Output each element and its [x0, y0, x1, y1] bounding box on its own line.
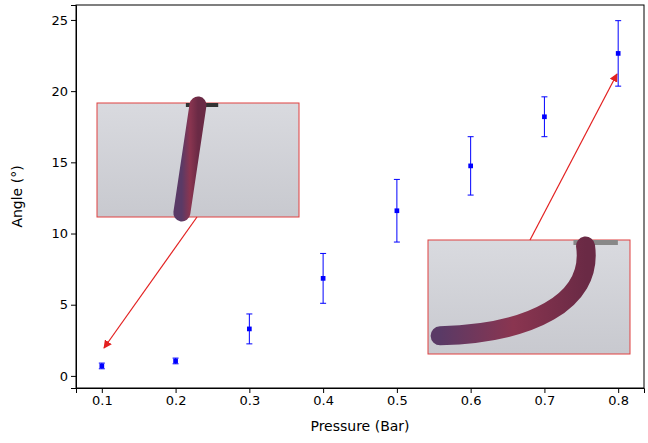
- x-tick-label: 0.6: [461, 393, 482, 408]
- x-tick: 0.2: [166, 388, 187, 408]
- y-axis-line: [71, 6, 77, 389]
- error-bar-cap: [541, 96, 547, 97]
- x-axis: 0.1 0.2 0.3 0.4 0.5 0.6 0.7 0.8: [77, 388, 645, 408]
- point: [395, 208, 400, 213]
- y-tick-mark: [71, 305, 76, 306]
- error-bar: [99, 363, 105, 369]
- y-tick: 0: [60, 369, 76, 384]
- point: [542, 114, 547, 119]
- data-marks: [99, 21, 621, 369]
- x-axis-line: [77, 389, 645, 394]
- error-bar-cap: [394, 242, 400, 243]
- x-tick-label: 0.1: [92, 393, 113, 408]
- point: [173, 359, 178, 364]
- plot: 0.1 0.2 0.3 0.4 0.5 0.6 0.7 0.8 0 5 10 15 20 25: [51, 5, 644, 408]
- inset-low-pressure: [97, 103, 299, 217]
- error-bar-cap: [246, 343, 252, 344]
- error-bar: [173, 358, 179, 364]
- error-bar-cap: [541, 136, 547, 137]
- error-bar: [541, 97, 547, 137]
- error-bar-cap: [468, 136, 474, 137]
- error-bar-cap: [394, 179, 400, 180]
- y-tick-mark: [71, 234, 76, 235]
- x-tick: 0.7: [535, 388, 556, 408]
- point: [616, 51, 621, 56]
- y-tick: 25: [51, 13, 76, 28]
- error-bar-cap: [246, 313, 252, 314]
- error-bar-cap: [615, 20, 621, 21]
- x-tick: 0.4: [313, 388, 334, 408]
- y-tick-mark: [71, 20, 76, 21]
- y-tick: 10: [51, 226, 76, 241]
- y-tick: 20: [51, 84, 76, 99]
- error-bar: [320, 253, 326, 303]
- x-tick: 0.6: [461, 388, 482, 408]
- y-tick-label: 5: [60, 297, 68, 312]
- error-bar: [468, 137, 474, 195]
- arrow: [530, 74, 617, 240]
- x-tick-label: 0.3: [240, 393, 261, 408]
- y-tick: 15: [51, 155, 76, 170]
- error-bar-cap: [615, 86, 621, 87]
- x-tick: 0.1: [92, 388, 113, 408]
- inset-high-pressure: [428, 240, 630, 354]
- error-bar-cap: [173, 358, 179, 359]
- error-bar-cap: [99, 363, 105, 364]
- y-tick-mark: [71, 376, 76, 377]
- y-tick-label: 20: [51, 84, 68, 99]
- y-tick: 5: [60, 297, 76, 312]
- actuator: [182, 105, 198, 213]
- chart: 0.1 0.2 0.3 0.4 0.5 0.6 0.7 0.8 0 5 10 15 20 25 Pressu…: [0, 0, 648, 443]
- actuator: [440, 246, 586, 336]
- error-bar-cap: [320, 303, 326, 304]
- error-bar-cap: [468, 195, 474, 196]
- error-bar-cap: [99, 368, 105, 369]
- y-tick-mark: [71, 162, 76, 163]
- x-tick-label: 0.4: [313, 393, 334, 408]
- point: [99, 364, 104, 369]
- point: [321, 276, 326, 281]
- x-tick-label: 0.7: [535, 393, 556, 408]
- inset-frame: [97, 103, 299, 217]
- x-tick-label: 0.5: [387, 393, 408, 408]
- arrow: [104, 217, 197, 348]
- x-tick: 0.8: [608, 388, 629, 408]
- y-axis: 0 5 10 15 20 25: [51, 6, 76, 389]
- x-tick-label: 0.2: [166, 393, 187, 408]
- error-bar: [246, 314, 252, 344]
- error-bar: [615, 21, 621, 86]
- point: [468, 164, 473, 169]
- error-bar: [394, 179, 400, 242]
- x-tick-label: 0.8: [608, 393, 629, 408]
- point: [247, 327, 252, 332]
- y-tick-label: 25: [51, 13, 68, 28]
- y-tick-label: 0: [60, 369, 68, 384]
- y-tick-label: 10: [51, 226, 68, 241]
- error-bar-cap: [173, 363, 179, 364]
- y-axis-title: Angle (°): [9, 165, 25, 227]
- error-bar-cap: [320, 253, 326, 254]
- x-axis-title: Pressure (Bar): [310, 418, 409, 434]
- y-tick-mark: [71, 91, 76, 92]
- plot-frame: [76, 5, 644, 388]
- x-tick: 0.5: [387, 388, 408, 408]
- x-tick: 0.3: [240, 388, 261, 408]
- y-tick-label: 15: [51, 155, 68, 170]
- inset-frame: [428, 240, 630, 354]
